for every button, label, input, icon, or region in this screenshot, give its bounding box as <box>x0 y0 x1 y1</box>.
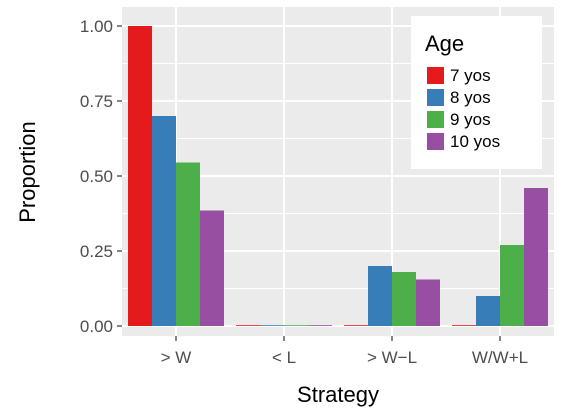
legend-key <box>427 133 444 150</box>
legend-key <box>427 89 444 106</box>
legend-label: 7 yos <box>450 66 491 85</box>
y-tick-label: 0.75 <box>80 92 113 111</box>
legend-label: 9 yos <box>450 110 491 129</box>
x-tick-label: < L <box>272 348 296 367</box>
legend-title: Age <box>425 31 464 56</box>
bar <box>152 116 176 326</box>
bar <box>260 325 284 326</box>
bar <box>452 325 476 326</box>
bar <box>500 245 524 326</box>
bar <box>176 162 200 326</box>
bar <box>284 325 308 326</box>
y-axis-title: Proportion <box>15 121 40 223</box>
bar <box>524 188 548 326</box>
legend-label: 10 yos <box>450 132 500 151</box>
bar <box>236 325 260 326</box>
bar <box>416 279 440 326</box>
bar <box>128 26 152 326</box>
x-axis-title: Strategy <box>297 382 379 407</box>
legend-label: 8 yos <box>450 88 491 107</box>
x-tick-label: W/W+L <box>472 348 528 367</box>
bar <box>308 325 332 326</box>
y-tick-label: 0.25 <box>80 242 113 261</box>
x-tick-label: > W−L <box>367 348 417 367</box>
legend-key <box>427 111 444 128</box>
y-tick-label: 1.00 <box>80 17 113 36</box>
bar <box>344 325 368 326</box>
y-tick-label: 0.50 <box>80 167 113 186</box>
x-axis: > W < L > W−L W/W+L <box>161 336 528 367</box>
legend-key <box>427 67 444 84</box>
bar <box>368 266 392 326</box>
bar <box>200 210 224 326</box>
y-axis: 0.00 0.25 0.50 0.75 1.00 <box>80 17 122 336</box>
bars <box>128 26 548 326</box>
y-tick-label: 0.00 <box>80 317 113 336</box>
legend: Age 7 yos 8 yos 9 yos 10 yos <box>411 16 542 169</box>
bar <box>392 272 416 326</box>
x-tick-label: > W <box>161 348 192 367</box>
bar <box>476 296 500 326</box>
legend-items: 7 yos 8 yos 9 yos 10 yos <box>427 66 500 151</box>
